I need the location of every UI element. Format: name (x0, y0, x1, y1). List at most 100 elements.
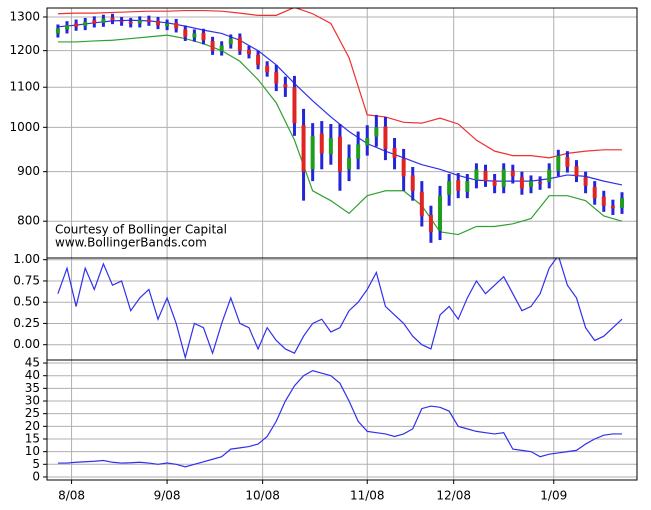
panel (47, 8, 637, 258)
candle-body (565, 156, 570, 168)
candle-body (228, 38, 233, 45)
candle-body (210, 40, 215, 51)
annotation: Courtesy of Bollinger Capital (55, 223, 227, 237)
y-tick-label: 10 (25, 444, 40, 458)
y-tick-label: 1300 (9, 9, 40, 23)
band-line (57, 34, 623, 236)
candle-body (392, 148, 397, 158)
candle-body (619, 198, 624, 208)
candle-body (301, 125, 306, 172)
y-tick-label: 20 (25, 419, 40, 433)
y-tick-label: 0.50 (13, 295, 40, 309)
y-tick-label: 45 (25, 356, 40, 370)
candle-body (283, 84, 288, 88)
candle-body (128, 21, 133, 24)
x-tick-label: 11/08 (350, 489, 385, 503)
panel (47, 258, 637, 360)
candle-body (547, 169, 552, 183)
y-tick-label: 25 (25, 406, 40, 420)
candle-body (237, 37, 242, 51)
y-tick-label: 900 (17, 164, 40, 178)
candle-body (538, 182, 543, 184)
candle-body (337, 136, 342, 172)
candle-body (165, 23, 170, 27)
y-tick-label: 0.25 (13, 316, 40, 330)
candle-body (356, 144, 361, 159)
y-tick-label: 1200 (9, 43, 40, 57)
candle-body (310, 135, 315, 170)
candle-body (83, 21, 88, 27)
candle-body (292, 87, 297, 124)
candle-body (374, 127, 379, 137)
candle-body (55, 28, 60, 34)
candle-body (428, 214, 433, 232)
candle-body (219, 45, 224, 52)
candle-body (592, 186, 597, 199)
candle-body (92, 20, 97, 24)
y-tick-label: 40 (25, 368, 40, 382)
panel-frame (46, 359, 638, 481)
y-tick-label: 5 (32, 457, 40, 471)
x-tick-label: 10/08 (245, 489, 280, 503)
y-tick-label: 800 (17, 214, 40, 228)
candle-body (519, 177, 524, 189)
candle-body (465, 181, 470, 192)
candle-body (183, 29, 188, 37)
candle-body (601, 196, 606, 206)
candle-body (529, 181, 534, 187)
y-tick-label: 1.00 (13, 252, 40, 266)
y-tick-label: 35 (25, 381, 40, 395)
candle-body (501, 169, 506, 187)
y-tick-label: 30 (25, 394, 40, 408)
indicator-line (57, 258, 623, 360)
candle-body (265, 65, 270, 73)
candle-body (419, 191, 424, 216)
candle-body (274, 72, 279, 84)
candle-body (483, 170, 488, 182)
candle-body (246, 49, 251, 55)
candle-body (110, 17, 115, 21)
y-tick-label: 1100 (9, 80, 40, 94)
candle-body (119, 20, 124, 22)
candle-body (347, 157, 352, 170)
candle-body (456, 180, 461, 191)
candle-body (256, 54, 261, 65)
candle-body (401, 158, 406, 177)
candle-body (192, 33, 197, 38)
candle-body (74, 23, 79, 27)
candle-body (410, 175, 415, 191)
candle-body (155, 20, 160, 26)
candle-body (365, 137, 370, 146)
candle-body (447, 181, 452, 195)
x-tick-label: 12/08 (436, 489, 471, 503)
indicator-line (57, 369, 622, 468)
candle-body (174, 22, 179, 29)
candle-body (146, 19, 151, 22)
candle-body (438, 195, 443, 231)
candle-body (574, 166, 579, 177)
candle-body (474, 169, 479, 181)
panel (47, 360, 637, 480)
candle-body (510, 170, 515, 177)
candle-body (583, 177, 588, 186)
candle-body (492, 180, 497, 186)
x-tick-label: 9/08 (154, 489, 181, 503)
y-tick-label: 1000 (9, 120, 40, 134)
candle-body (319, 133, 324, 154)
band-line (57, 8, 622, 159)
candle-body (137, 20, 142, 24)
annotation: www.BollingerBands.com (55, 236, 207, 250)
candle-body (328, 137, 333, 155)
y-tick-label: 0.75 (13, 273, 40, 287)
y-tick-label: 15 (25, 431, 40, 445)
y-tick-label: 0.00 (13, 337, 40, 351)
candle-body (201, 32, 206, 41)
candle-body (556, 155, 561, 171)
candle-body (65, 25, 70, 30)
x-tick-label: 8/08 (58, 489, 85, 503)
y-tick-label: 0 (32, 469, 40, 483)
candle-body (383, 126, 388, 149)
candle-body (610, 205, 615, 209)
